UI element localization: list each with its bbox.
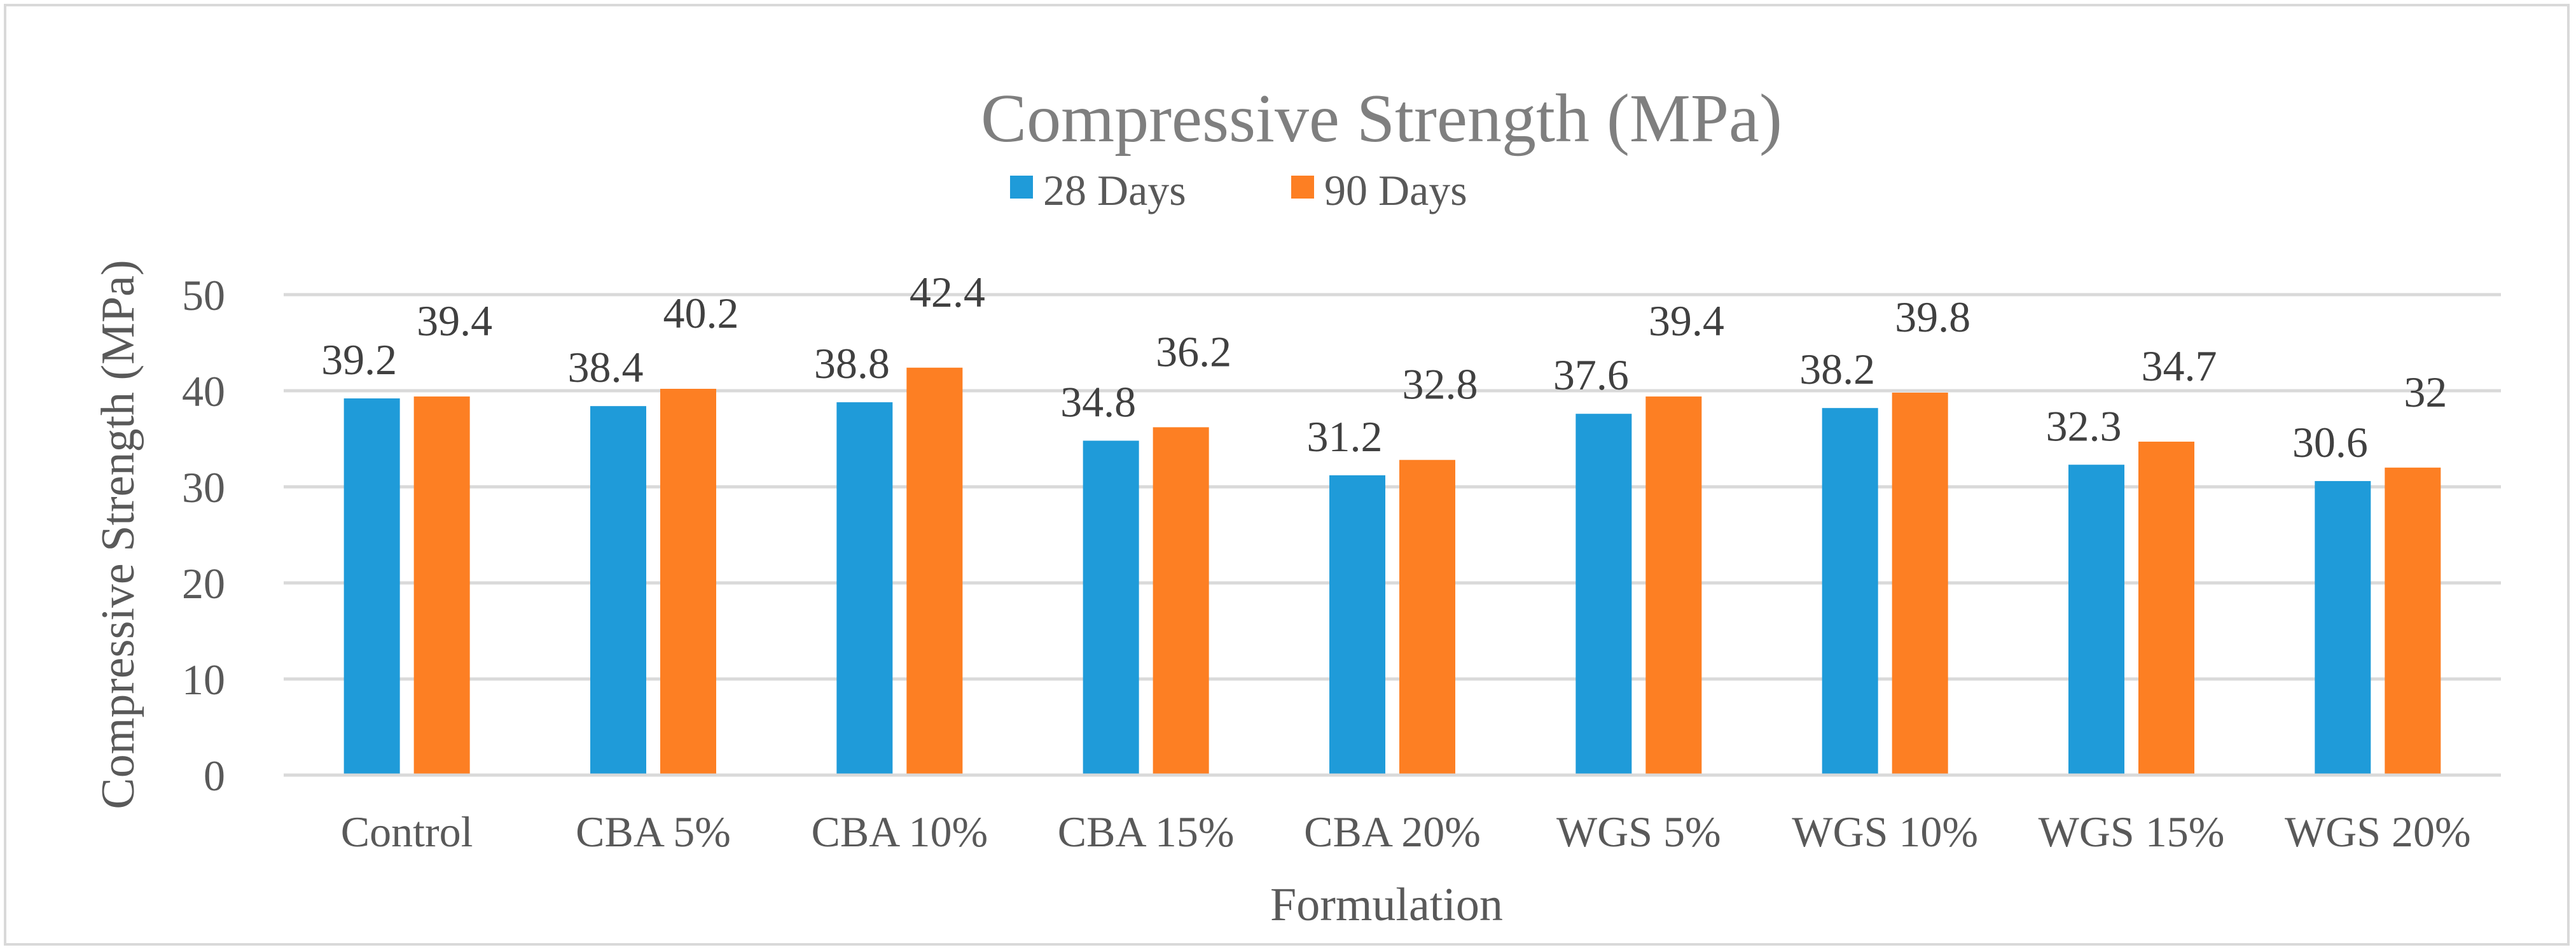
- data-label-wgs-10pct-28-days: 38.2: [1799, 345, 1875, 393]
- data-label-cba-15pct-28-days: 34.8: [1060, 378, 1136, 426]
- data-labels: 39.2 39.4 38.4 40.2 38.8 42.4 34.8 36.2 31.2 32.8…: [321, 268, 2447, 466]
- legend: 28 Days 90 Days: [1010, 166, 1467, 214]
- bar-cba-15pct-28-days: [1083, 440, 1139, 775]
- data-label-control-90-days: 39.4: [417, 297, 492, 345]
- bars: [343, 367, 2441, 775]
- x-axis-title: Formulation: [1270, 879, 1503, 931]
- bar-wgs-5pct-90-days: [1645, 396, 1702, 775]
- x-tick-label-cba-15pct: CBA 15%: [1058, 808, 1235, 856]
- legend-label-90-days: 90 Days: [1324, 166, 1467, 214]
- data-label-wgs-10pct-90-days: 39.8: [1895, 293, 1970, 341]
- bar-cba-15pct-90-days: [1153, 427, 1209, 775]
- bar-control-90-days: [413, 396, 470, 775]
- bar-wgs-10pct-90-days: [1892, 393, 1948, 775]
- data-label-wgs-15pct-90-days: 34.7: [2142, 342, 2217, 390]
- bar-cba-5pct-28-days: [590, 406, 646, 775]
- y-tick-label: 30: [182, 463, 225, 512]
- bar-wgs-15pct-28-days: [2068, 465, 2124, 775]
- x-tick-label-cba-5pct: CBA 5%: [576, 808, 731, 856]
- y-axis-title: Compressive Strength (MPa): [92, 260, 144, 809]
- data-label-cba-20pct-90-days: 32.8: [1402, 360, 1478, 409]
- x-tick-label-wgs-15pct: WGS 15%: [2039, 808, 2225, 856]
- data-label-cba-15pct-90-days: 36.2: [1156, 327, 1231, 375]
- chart-title: Compressive Strength (MPa): [981, 81, 1782, 157]
- y-axis-ticks: 0 10 20 30 40 50: [182, 271, 225, 800]
- bar-wgs-10pct-28-days: [1822, 408, 1878, 775]
- data-label-control-28-days: 39.2: [321, 335, 397, 384]
- data-label-wgs-20pct-28-days: 30.6: [2292, 418, 2368, 466]
- x-tick-label-cba-20pct: CBA 20%: [1304, 808, 1481, 856]
- data-label-wgs-15pct-28-days: 32.3: [2046, 402, 2122, 450]
- data-label-wgs-5pct-28-days: 37.6: [1553, 351, 1629, 399]
- legend-label-28-days: 28 Days: [1043, 166, 1186, 214]
- bar-cba-20pct-28-days: [1329, 475, 1385, 775]
- data-label-cba-10pct-90-days: 42.4: [910, 268, 985, 316]
- bar-cba-5pct-90-days: [660, 388, 716, 775]
- y-tick-label: 10: [182, 655, 225, 704]
- bar-control-28-days: [343, 398, 400, 775]
- legend-swatch-90-days: [1291, 176, 1314, 199]
- y-tick-label: 20: [182, 559, 225, 608]
- bar-cba-10pct-90-days: [906, 367, 963, 775]
- bar-wgs-15pct-90-days: [2138, 442, 2194, 775]
- x-tick-label-wgs-20pct: WGS 20%: [2285, 808, 2471, 856]
- data-label-wgs-5pct-90-days: 39.4: [1649, 297, 1724, 345]
- x-tick-label-control: Control: [341, 808, 473, 856]
- legend-swatch-28-days: [1010, 176, 1033, 199]
- bar-wgs-20pct-90-days: [2385, 467, 2441, 775]
- bar-cba-20pct-90-days: [1399, 459, 1455, 775]
- x-tick-label-cba-10pct: CBA 10%: [811, 808, 988, 856]
- bar-wgs-5pct-28-days: [1575, 414, 1632, 775]
- data-label-wgs-20pct-90-days: 32: [2404, 368, 2447, 416]
- data-label-cba-20pct-28-days: 31.2: [1307, 412, 1383, 461]
- x-tick-label-wgs-10pct: WGS 10%: [1792, 808, 1978, 856]
- x-tick-label-wgs-5pct: WGS 5%: [1556, 808, 1721, 856]
- y-tick-label: 40: [182, 367, 225, 416]
- data-label-cba-10pct-28-days: 38.8: [814, 339, 890, 388]
- data-label-cba-5pct-90-days: 40.2: [663, 289, 739, 337]
- y-tick-label: 50: [182, 271, 225, 319]
- y-tick-label: 0: [204, 752, 225, 800]
- bar-wgs-20pct-28-days: [2315, 480, 2371, 775]
- bar-cba-10pct-28-days: [836, 402, 893, 775]
- data-label-cba-5pct-28-days: 38.4: [568, 343, 644, 391]
- x-axis-ticks: Control CBA 5% CBA 10% CBA 15% CBA 20% WGS 5%…: [284, 773, 2501, 856]
